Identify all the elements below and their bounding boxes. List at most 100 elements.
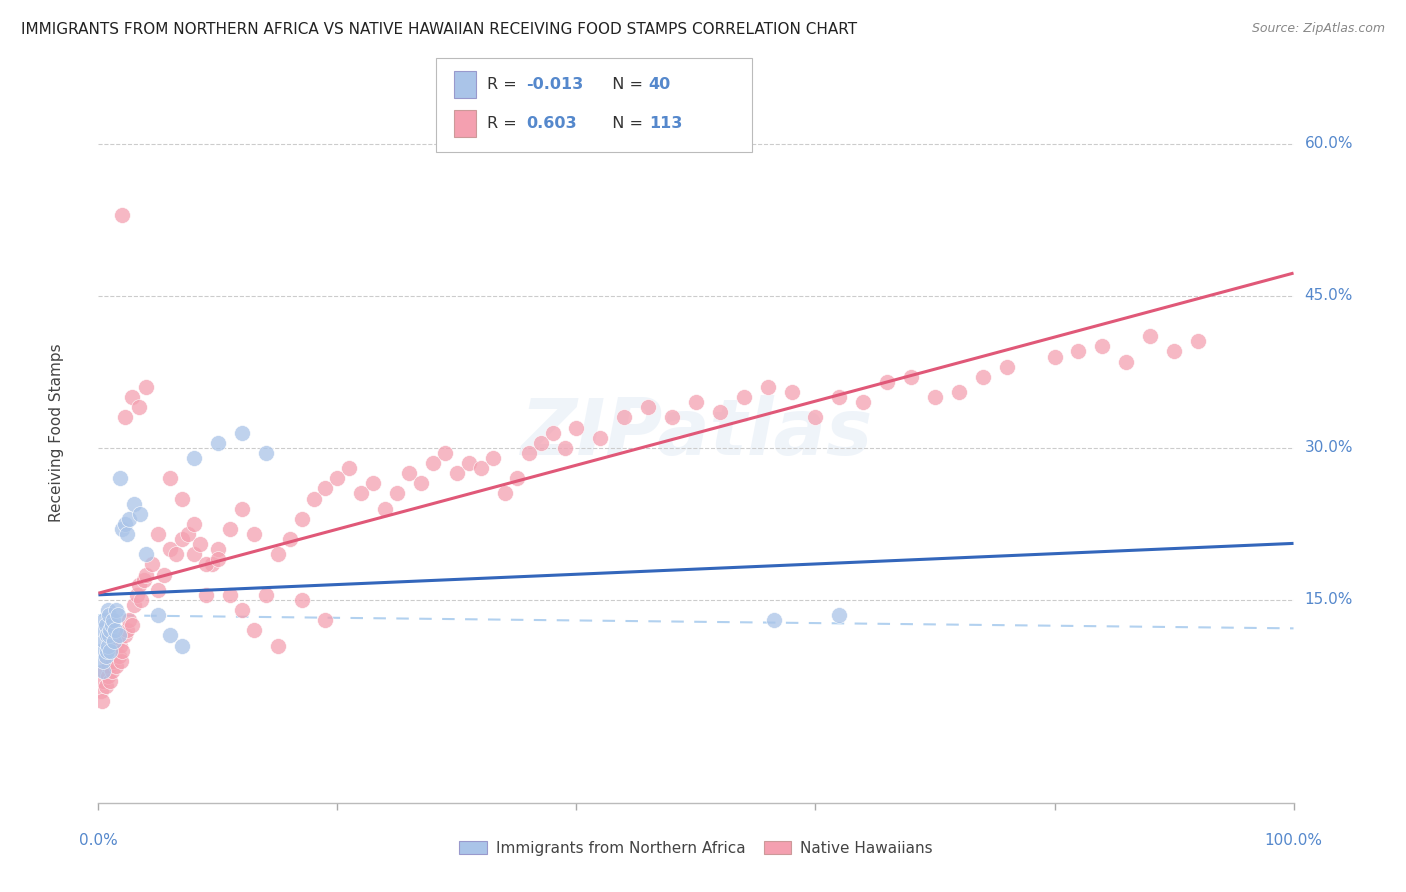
Point xyxy=(661,410,683,425)
Point xyxy=(93,613,115,627)
Point xyxy=(96,643,118,657)
Text: 100.0%: 100.0% xyxy=(1264,833,1323,848)
Point xyxy=(183,516,205,531)
Point xyxy=(219,522,242,536)
Point xyxy=(135,567,157,582)
Point xyxy=(517,446,540,460)
Text: 113: 113 xyxy=(648,116,682,131)
Point xyxy=(104,643,127,657)
Point xyxy=(1067,344,1090,359)
Point xyxy=(398,466,420,480)
Point xyxy=(565,420,588,434)
Point xyxy=(91,654,114,668)
Text: 0.0%: 0.0% xyxy=(79,833,118,848)
Point xyxy=(183,450,205,465)
Text: 60.0%: 60.0% xyxy=(1305,136,1353,151)
Point xyxy=(177,527,200,541)
Point xyxy=(172,491,194,506)
Point xyxy=(111,208,134,222)
Point xyxy=(172,639,194,653)
Point xyxy=(172,532,194,546)
Point xyxy=(90,643,112,657)
Text: R =: R = xyxy=(486,116,522,131)
Point xyxy=(254,446,277,460)
Point xyxy=(995,359,1018,374)
Point xyxy=(159,471,181,485)
Point xyxy=(91,674,114,689)
Point xyxy=(302,491,325,506)
Point xyxy=(385,486,409,500)
Point xyxy=(111,643,134,657)
Point xyxy=(339,461,361,475)
Point xyxy=(111,522,134,536)
Point xyxy=(291,512,314,526)
Point xyxy=(876,375,898,389)
Point xyxy=(494,486,516,500)
Point xyxy=(554,441,576,455)
Point xyxy=(219,588,242,602)
Point xyxy=(103,648,125,663)
Point xyxy=(207,552,229,566)
Point xyxy=(98,624,122,638)
Point xyxy=(90,684,112,698)
Point xyxy=(374,501,396,516)
Text: N =: N = xyxy=(602,116,648,131)
Point xyxy=(231,603,253,617)
Point xyxy=(118,512,141,526)
Point xyxy=(93,633,115,648)
Point xyxy=(278,532,301,546)
Point xyxy=(91,624,114,638)
Point xyxy=(972,369,994,384)
Point xyxy=(148,527,170,541)
Point xyxy=(115,624,138,638)
Point xyxy=(207,542,229,557)
Point xyxy=(94,648,117,663)
Point xyxy=(350,486,373,500)
Point xyxy=(93,664,115,678)
Point xyxy=(132,573,155,587)
Point xyxy=(852,395,875,409)
Point xyxy=(530,435,553,450)
Point xyxy=(103,633,125,648)
Point xyxy=(100,664,122,678)
Point xyxy=(685,395,707,409)
Point xyxy=(98,628,121,642)
Point xyxy=(762,613,785,627)
Point xyxy=(97,603,120,617)
Point xyxy=(267,639,290,653)
Point xyxy=(107,628,129,642)
Point xyxy=(900,369,922,384)
Point xyxy=(243,527,266,541)
Point xyxy=(411,476,433,491)
Point xyxy=(107,608,129,623)
Point xyxy=(108,639,131,653)
Point xyxy=(195,588,218,602)
Text: 30.0%: 30.0% xyxy=(1305,441,1353,455)
Point xyxy=(153,567,176,582)
Point xyxy=(124,497,146,511)
Point xyxy=(1139,329,1161,343)
Point xyxy=(98,643,122,657)
Point xyxy=(125,588,148,602)
Point xyxy=(231,501,253,516)
Point xyxy=(148,608,170,623)
Point xyxy=(326,471,349,485)
Point xyxy=(291,593,314,607)
Point xyxy=(124,598,146,612)
Point xyxy=(121,618,143,632)
Point xyxy=(948,385,970,400)
Point xyxy=(188,537,211,551)
Point xyxy=(804,410,827,425)
Point xyxy=(613,410,636,425)
Text: IMMIGRANTS FROM NORTHERN AFRICA VS NATIVE HAWAIIAN RECEIVING FOOD STAMPS CORRELA: IMMIGRANTS FROM NORTHERN AFRICA VS NATIV… xyxy=(21,22,858,37)
Point xyxy=(363,476,385,491)
Point xyxy=(243,624,266,638)
Point xyxy=(114,628,136,642)
Point xyxy=(129,507,152,521)
Point xyxy=(159,542,181,557)
Point xyxy=(135,380,157,394)
Point xyxy=(780,385,803,400)
Text: 40: 40 xyxy=(648,78,671,93)
Point xyxy=(94,618,117,632)
Text: 15.0%: 15.0% xyxy=(1305,592,1353,607)
